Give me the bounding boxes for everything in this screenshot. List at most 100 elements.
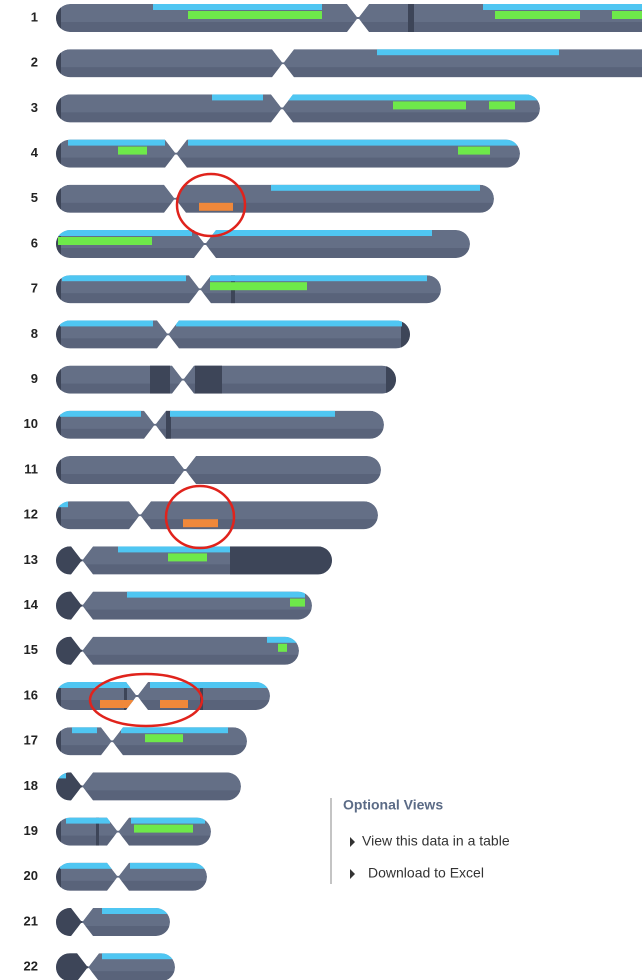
band [124,682,127,710]
chromosome-number: 12 [24,507,38,522]
table-link[interactable]: View this data in a table [362,833,510,849]
blue-segment [271,184,480,191]
tip [56,817,61,846]
chromosome-number: 22 [24,959,38,974]
p-arm [56,953,88,980]
highlight-circle [175,172,247,238]
shade [56,428,384,439]
tip [56,682,61,710]
tip [56,501,61,530]
chromosome-number: 18 [24,778,38,793]
blue-segment [58,682,130,688]
chromosome-number: 21 [24,913,38,928]
green-segment [393,101,466,110]
shade [56,67,642,78]
chromosome-number: 10 [24,416,38,431]
p-arm [56,546,82,575]
green-segment [118,146,147,155]
chromosome [56,94,540,123]
chromosome-number: 1 [31,9,38,24]
p-arm [56,636,82,665]
band [195,365,222,394]
optional-views-title: Optional Views [343,797,443,813]
chromosome [56,636,299,665]
tip [56,139,61,168]
tip [56,275,61,304]
chromosome-number: 3 [31,100,38,115]
highlight-circle [88,672,204,728]
chromosome [56,546,332,575]
blue-segment [153,4,322,10]
chromosome-number: 6 [31,235,38,250]
chromosome-number: 7 [31,281,38,296]
blue-segment [62,275,186,282]
green-segment [145,734,183,743]
chromosome-number: 2 [31,55,38,70]
tip [56,320,61,349]
chromosome [56,862,208,891]
chromosome [56,139,521,168]
shade [56,564,332,575]
chromosome [56,365,396,394]
blue-segment [60,410,141,417]
chromosome [56,456,381,484]
green-segment [290,598,305,607]
shade [56,338,410,349]
band [150,365,170,394]
blue-segment [58,772,66,779]
shade [56,790,241,801]
link-arrow [350,869,355,879]
chromosome [56,320,410,349]
blue-segment [121,727,228,734]
shade [56,202,494,213]
chromosome [56,410,384,439]
chromosome [56,184,495,213]
tip [56,862,61,891]
chromosome-number: 5 [31,190,38,205]
band [408,4,414,32]
chromosome-number: 15 [24,642,38,657]
chromosome [56,772,242,801]
blue-segment [176,320,402,327]
blue-segment [267,636,297,643]
shade [56,609,312,620]
blue-segment [102,953,173,960]
p-arm [56,591,82,620]
tip [56,410,61,439]
chromosome-number: 11 [24,461,38,476]
blue-segment [188,139,518,146]
blue-segment [60,320,153,327]
chromosome-number: 8 [31,326,38,341]
chromosome [56,275,442,304]
band [386,365,396,394]
chromosome-number: 19 [24,823,38,838]
excel-link[interactable]: Download to Excel [368,865,484,881]
blue-segment [212,230,432,236]
chromosome [56,591,312,620]
band [96,817,99,846]
link-arrow [350,837,355,847]
shade [56,293,441,304]
blue-segment [118,546,230,553]
blue-segment [58,230,192,236]
shade [56,112,540,123]
orange-segment [199,202,233,211]
blue-segment [377,49,559,56]
shade [56,880,207,891]
chromosome [56,4,642,32]
blue-segment [58,501,68,508]
blue-segment [210,275,427,282]
p-arm [56,908,82,936]
chromosome-number: 14 [24,597,39,612]
green-segment [489,101,515,110]
shade [56,474,381,484]
tip [56,727,61,756]
chromosome-number: 4 [31,145,39,160]
blue-segment [102,908,168,914]
chromosome [56,953,175,980]
green-segment [210,282,307,291]
green-segment [495,11,580,19]
orange-segment [100,700,133,708]
band [401,320,410,349]
